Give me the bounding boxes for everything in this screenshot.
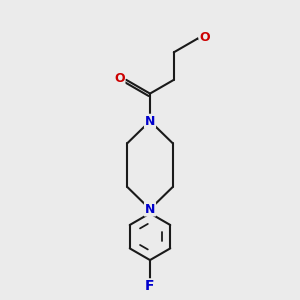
- Text: O: O: [199, 31, 210, 44]
- Text: N: N: [145, 203, 155, 216]
- Text: F: F: [145, 279, 155, 293]
- Text: N: N: [145, 115, 155, 128]
- Text: O: O: [114, 72, 124, 85]
